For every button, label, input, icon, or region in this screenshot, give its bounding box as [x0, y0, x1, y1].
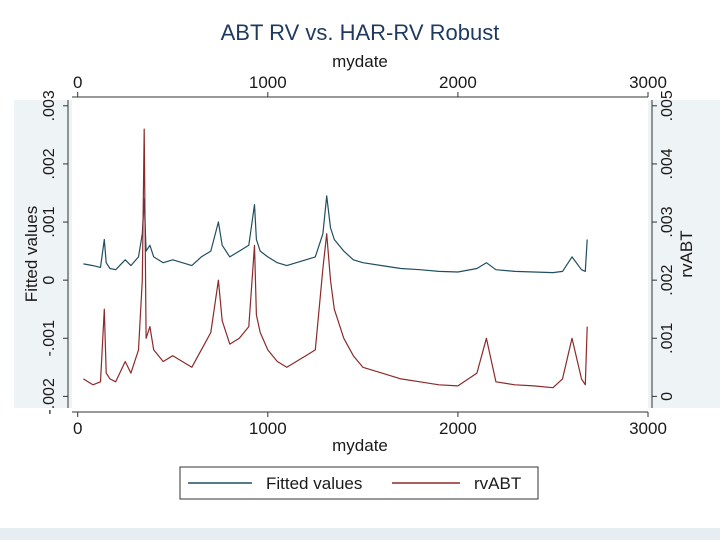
x-tick-label-top: 1000	[249, 73, 287, 92]
bottom-strip	[0, 528, 720, 540]
y-tick-label-left: .002	[41, 148, 58, 179]
y-tick-label-right: .003	[659, 206, 676, 237]
x-tick-label-bottom: 0	[73, 419, 82, 438]
x-tick-label-bottom: 2000	[439, 419, 477, 438]
chart-title: ABT RV vs. HAR-RV Robust	[221, 20, 500, 45]
series-line-fitted-values	[83, 195, 588, 274]
x-axis-label-top: mydate	[332, 52, 388, 71]
y-tick-label-left: .003	[41, 90, 58, 121]
series-line-rvabt	[83, 128, 588, 389]
x-tick-label-top: 3000	[629, 73, 667, 92]
x-tick-label-bottom: 1000	[249, 419, 287, 438]
y-tick-label-left: -.002	[41, 378, 58, 415]
y-tick-label-right: .005	[659, 90, 676, 121]
plot-area	[72, 100, 648, 408]
legend-label-fitted-values: Fitted values	[266, 474, 362, 493]
x-tick-label-bottom: 3000	[629, 419, 667, 438]
y-tick-label-left: 0	[41, 276, 58, 285]
y-tick-label-right: .004	[659, 148, 676, 179]
legend-label-rvabt: rvABT	[474, 474, 521, 493]
y-tick-label-right: .002	[659, 264, 676, 295]
x-tick-label-top: 0	[73, 73, 82, 92]
y-tick-label-left: .001	[41, 206, 58, 237]
y-axis-label-right: rvABT	[677, 230, 696, 277]
y-axis-label-left: Fitted values	[22, 206, 41, 302]
y-tick-label-right: .001	[659, 323, 676, 354]
y-tick-label-left: -.001	[41, 320, 58, 357]
x-axis-label-bottom: mydate	[332, 436, 388, 455]
x-tick-label-top: 2000	[439, 73, 477, 92]
y-tick-label-right: 0	[659, 392, 676, 401]
